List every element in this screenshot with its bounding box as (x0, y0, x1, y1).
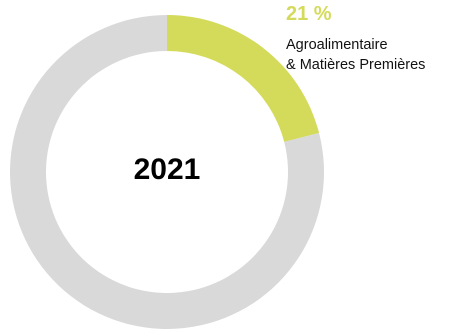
slice-category-label-line1: Agroalimentaire (286, 37, 388, 53)
slice-percent-label: 21 % (286, 3, 332, 25)
slice-category-label-line2: & Matières Premières (286, 57, 425, 73)
center-year-label: 2021 (134, 153, 201, 186)
donut-slice-0 (167, 15, 320, 142)
donut-slices (10, 15, 325, 330)
